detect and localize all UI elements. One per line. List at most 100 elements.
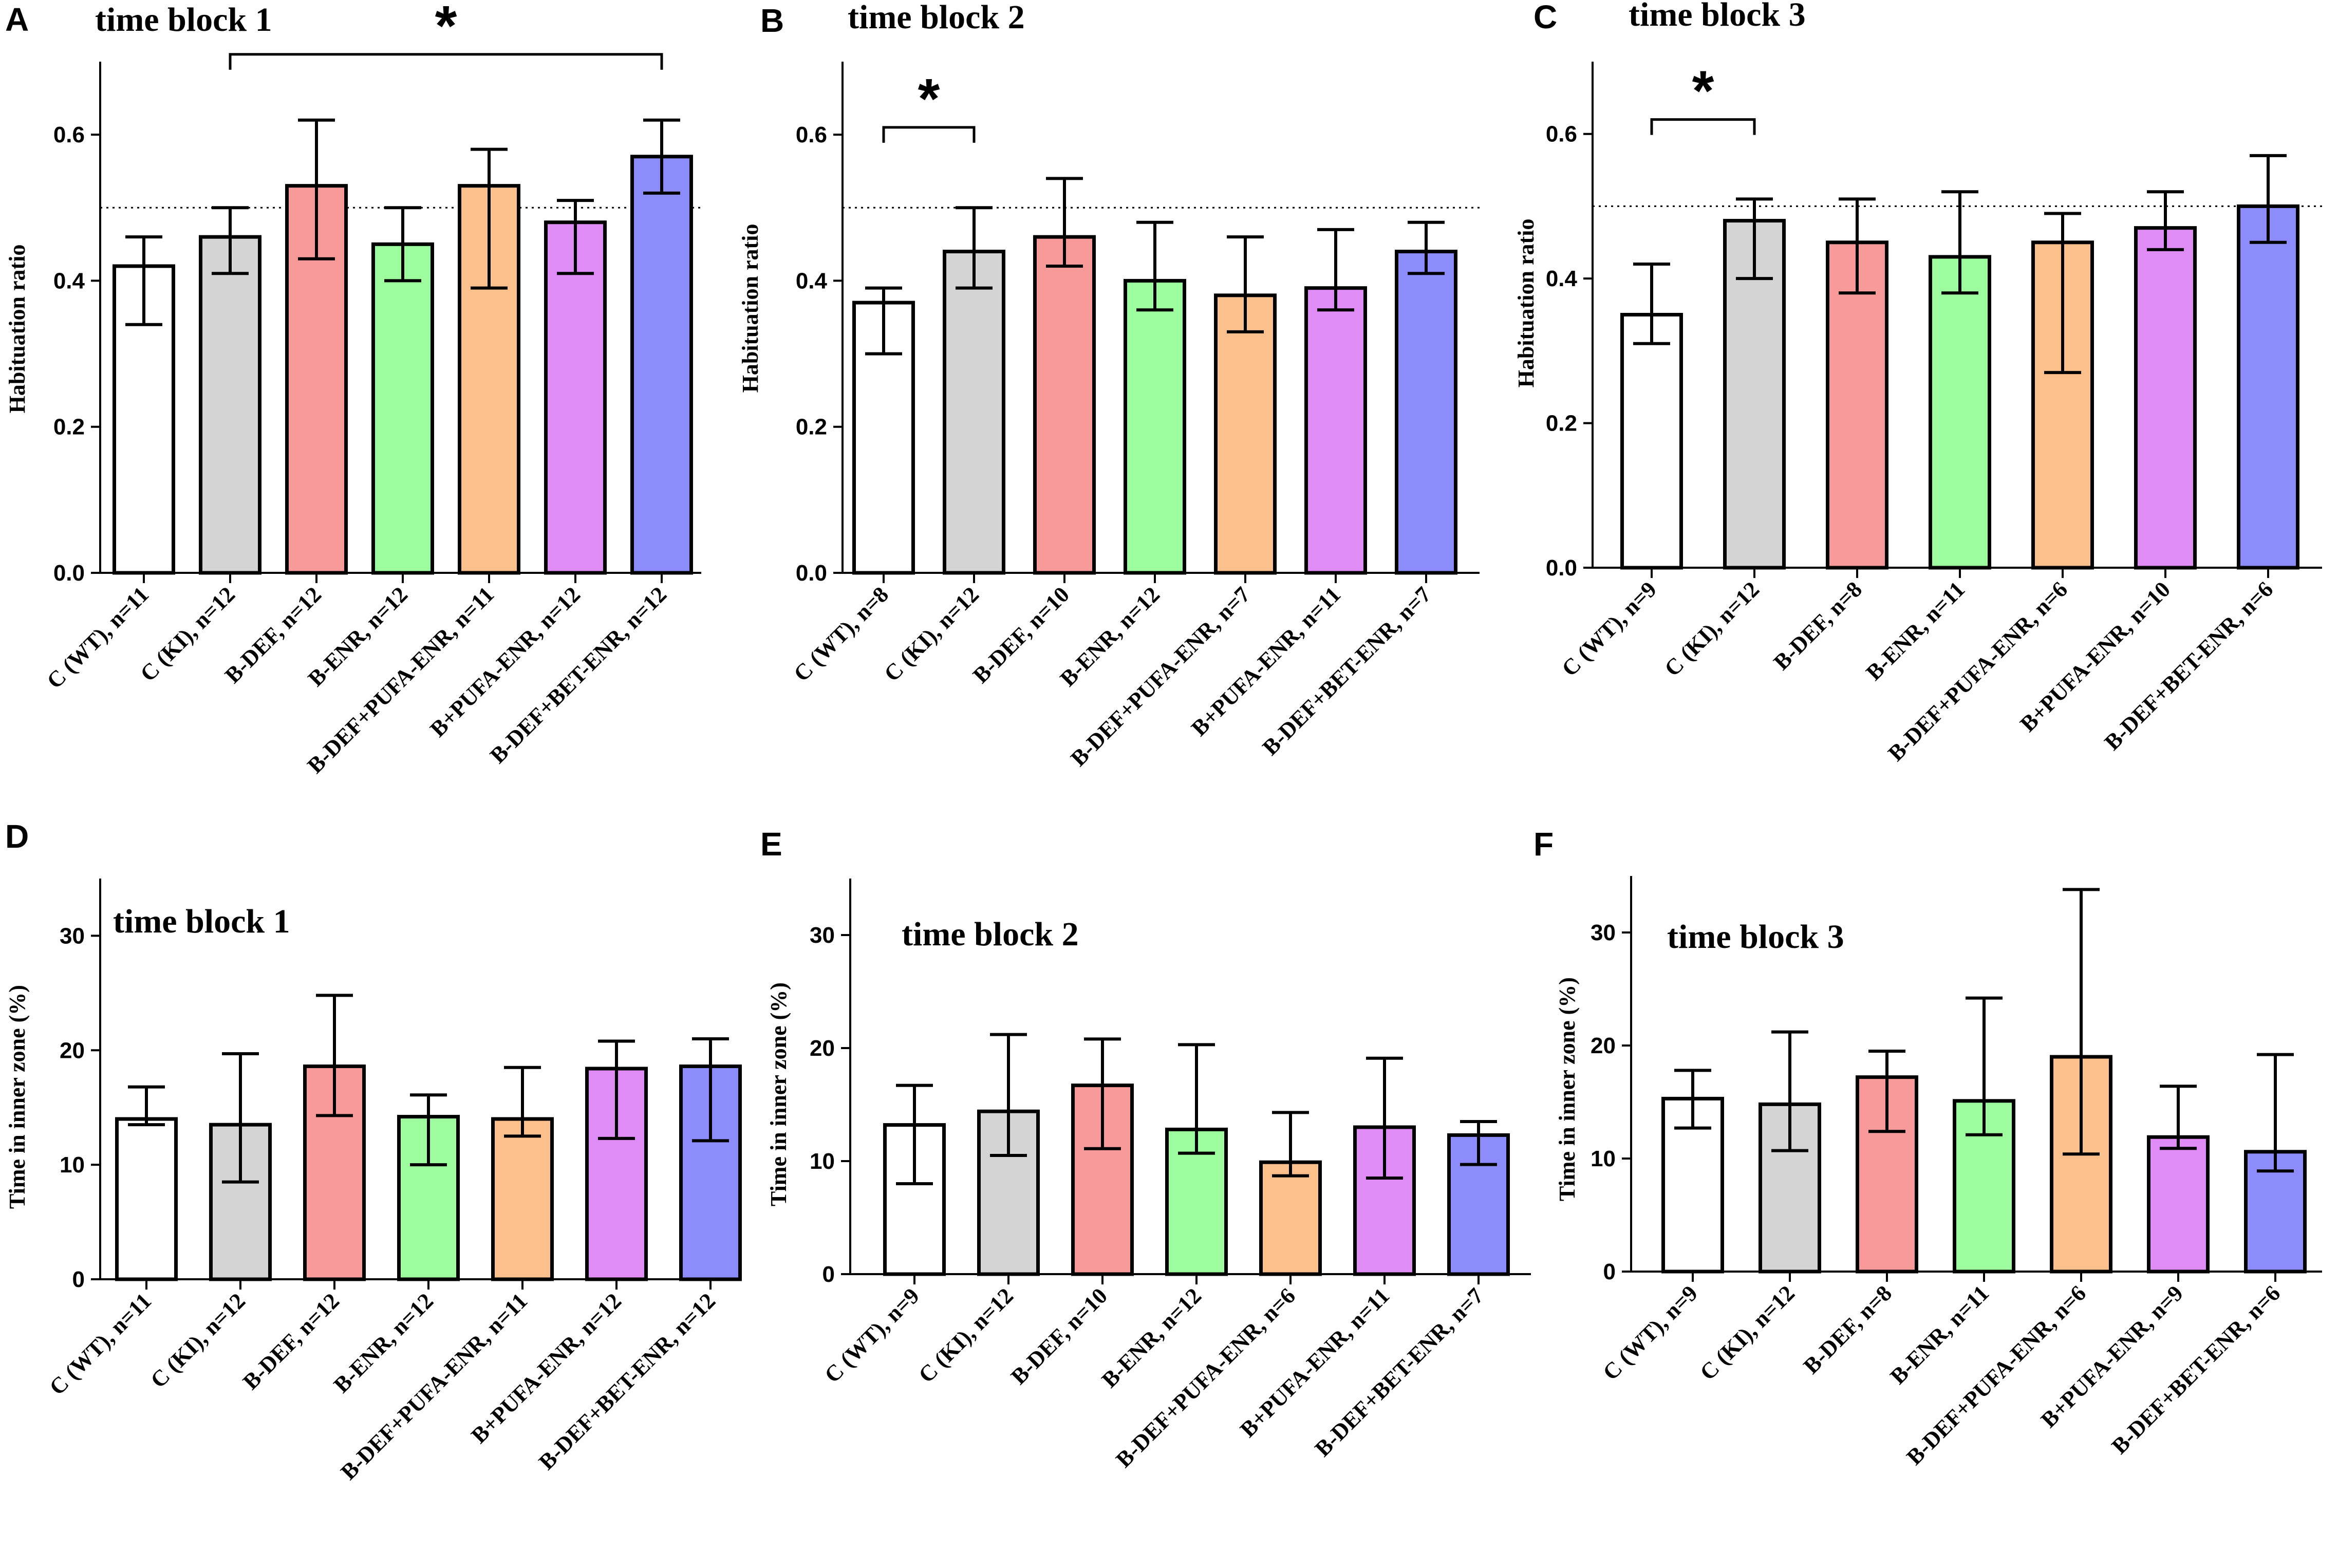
bar	[1304, 286, 1367, 575]
bar	[1124, 278, 1186, 575]
x-tick-label: B-DEF+PUFA-ENR, n=6	[1111, 1283, 1301, 1472]
bar	[630, 155, 693, 575]
bar	[1620, 313, 1683, 570]
x-tick-label: B-DEF+PUFA-ENR, n=6	[1902, 1280, 2091, 1470]
x-tick-label: B-DEF+BET-ENR, n=12	[534, 1288, 720, 1474]
y-tick-label: 20	[1591, 1033, 1616, 1058]
y-tick-label: 0.0	[1546, 555, 1577, 581]
panel-title: time block 1	[113, 903, 290, 940]
x-tick-label: C (KI), n=12	[1695, 1280, 1800, 1385]
y-tick-label: 0.2	[1546, 411, 1577, 436]
bar	[1395, 250, 1457, 575]
bar	[115, 1117, 178, 1281]
panel-letter: F	[1533, 826, 1554, 863]
bar	[1929, 255, 1991, 570]
x-tick-label: B-DEF+PUFA-ENR, n=6	[1883, 576, 2073, 766]
y-tick-label: 0.2	[53, 415, 85, 440]
y-tick-label: 30	[1591, 920, 1616, 945]
panel-title: time block 3	[1629, 0, 1806, 33]
x-tick-label: C (WT), n=9	[1598, 1280, 1703, 1385]
panel-title: time block 2	[902, 916, 1079, 953]
x-tick-label: B+PUFA-ENR, n=12	[425, 582, 586, 742]
y-tick-label: 0	[1603, 1259, 1616, 1284]
y-tick-label: 0.4	[796, 268, 828, 293]
y-axis-label: Habituation ratio	[1513, 219, 1539, 388]
y-tick-label: 10	[60, 1152, 85, 1178]
bar	[2147, 1135, 2210, 1274]
bar	[1259, 1160, 1322, 1276]
y-tick-label: 0.6	[53, 122, 85, 147]
panel-letter: C	[1533, 0, 1557, 35]
x-tick-label: C (WT), n=8	[789, 582, 893, 686]
x-tick-label: C (WT), n=11	[42, 582, 154, 693]
y-tick-label: 0.0	[796, 561, 827, 586]
x-tick-label: B-DEF+BET-ENR, n=7	[1258, 582, 1436, 760]
bar	[2237, 204, 2299, 570]
x-tick-label: B-DEF, n=8	[1769, 576, 1867, 675]
y-tick-label: 0	[72, 1267, 85, 1292]
panel-letter: A	[5, 1, 29, 38]
bar	[1214, 293, 1277, 575]
panel-title: time block 1	[95, 1, 272, 39]
panel-title: time block 3	[1667, 918, 1844, 956]
x-tick-label: C (KI), n=12	[145, 1288, 250, 1393]
y-tick-label: 20	[60, 1038, 85, 1063]
x-tick-label: B-ENR, n=11	[1861, 576, 1970, 685]
panel-letter: B	[760, 2, 784, 39]
bar	[371, 242, 434, 575]
x-tick-label: B-DEF, n=8	[1799, 1280, 1897, 1378]
significance-label: *	[1692, 60, 1714, 123]
y-axis-label: Habituation ratio	[738, 224, 763, 393]
x-tick-label: B-DEF+BET-ENR, n=12	[485, 582, 671, 768]
x-tick-label: B-DEF+BET-ENR, n=6	[2107, 1280, 2285, 1459]
significance-label: *	[435, 0, 457, 58]
y-tick-label: 0.6	[1546, 122, 1577, 147]
x-tick-label: B-DEF+BET-ENR, n=7	[1310, 1283, 1488, 1461]
x-tick-label: B-DEF, n=12	[238, 1288, 344, 1394]
x-tick-label: C (WT), n=11	[45, 1288, 156, 1399]
x-tick-label: C (WT), n=9	[1557, 576, 1661, 681]
x-tick-label: B-DEF+BET-ENR, n=6	[2100, 576, 2278, 755]
significance-label: *	[918, 67, 940, 130]
x-tick-label: B-DEF+PUFA-ENR, n=7	[1066, 582, 1256, 771]
y-tick-label: 20	[810, 1036, 835, 1061]
x-tick-label: B-DEF, n=10	[1006, 1283, 1112, 1389]
y-tick-label: 0.0	[53, 561, 85, 586]
x-tick-label: B+PUFA-ENR, n=11	[1186, 582, 1345, 741]
y-axis-label: Habituation ratio	[5, 245, 30, 414]
y-tick-label: 0.6	[796, 122, 827, 147]
bar	[491, 1117, 554, 1281]
significance-bracket	[882, 126, 976, 143]
x-tick-label: B-ENR, n=11	[1885, 1280, 1994, 1389]
x-tick-label: C (KI), n=12	[1659, 576, 1764, 681]
bar	[1953, 1099, 2015, 1274]
y-tick-label: 0.4	[53, 268, 85, 293]
y-axis-label: Time in inner zone (%)	[5, 985, 30, 1209]
bar	[1033, 235, 1096, 575]
y-tick-label: 10	[1591, 1146, 1616, 1171]
bar	[199, 235, 261, 575]
x-tick-label: B-DEF+PUFA-ENR, n=11	[336, 1288, 532, 1484]
y-tick-label: 30	[60, 923, 85, 948]
y-tick-label: 0.4	[1546, 266, 1578, 291]
y-axis-label: Time in inner zone (%)	[766, 982, 791, 1206]
panel-title: time block 2	[848, 0, 1025, 36]
y-tick-label: 0.2	[796, 415, 827, 440]
panel-letter: E	[760, 826, 782, 863]
bar	[1826, 240, 1888, 570]
bar	[2134, 226, 2197, 570]
significance-bracket	[229, 53, 663, 70]
x-tick-label: C (WT), n=9	[819, 1283, 924, 1388]
x-tick-label: C (KI), n=12	[913, 1283, 1018, 1388]
y-axis-label: Time in inner zone (%)	[1555, 977, 1580, 1201]
significance-bracket	[1650, 118, 1756, 135]
y-tick-label: 0	[822, 1262, 835, 1287]
y-tick-label: 10	[810, 1149, 835, 1174]
